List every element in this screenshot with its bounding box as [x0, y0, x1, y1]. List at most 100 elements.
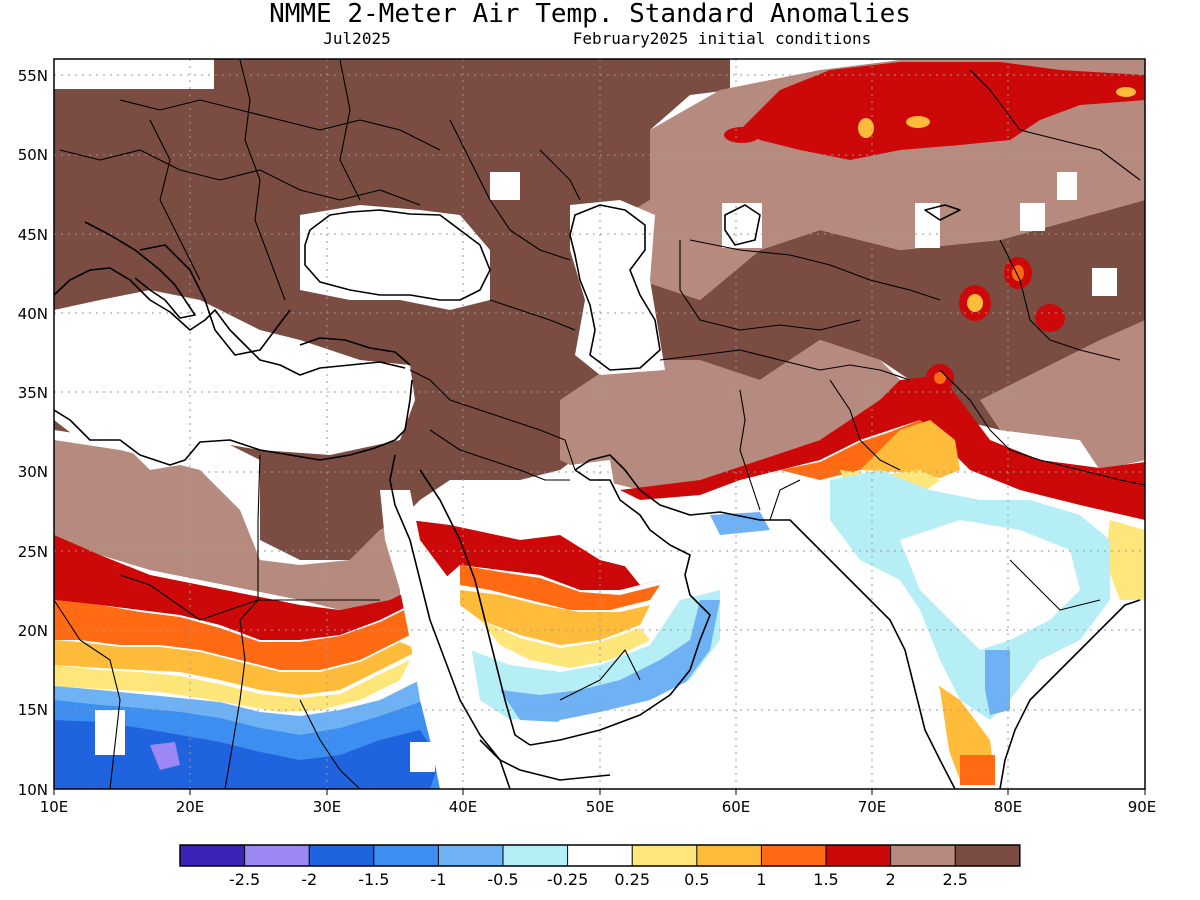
colorbar-label: 0.5: [684, 870, 709, 889]
anomaly-hotspot-orange-2: [934, 372, 946, 384]
colorbar-swatch: [890, 845, 956, 866]
init-conditions-label: February2025 initial conditions: [573, 29, 872, 48]
colorbar-swatch: [503, 845, 568, 866]
coastline-arabia-south: [529, 469, 711, 746]
border-5: [149, 119, 201, 281]
masked-box-5: [1092, 268, 1117, 296]
border-9: [409, 369, 576, 471]
masked-box-3: [915, 203, 940, 248]
lat-tick-label: 50N: [18, 146, 48, 164]
border-4: [339, 59, 361, 201]
anomaly-region-red-himalaya: [620, 375, 1145, 520]
coastline-red-sea-east: [419, 469, 531, 746]
colorbar-swatch: [826, 845, 891, 866]
tick-marks: [53, 789, 1146, 795]
lon-tick-label: 50E: [586, 798, 615, 816]
lat-tick-label: 45N: [18, 226, 48, 244]
border-14: [739, 389, 761, 511]
colorbar-swatch: [309, 845, 374, 866]
country-borders: [54, 59, 1145, 789]
border-13: [679, 240, 861, 331]
border-19: [224, 454, 261, 789]
coastline-north-africa: [54, 379, 413, 466]
anomaly-hotspot-amber-4: [967, 294, 983, 312]
border-12: [689, 239, 941, 301]
border-24: [769, 479, 801, 521]
border-17: [999, 239, 1121, 361]
masked-box-1: [54, 59, 214, 89]
coastline-aral: [724, 204, 761, 246]
border-16: [939, 369, 1145, 486]
anomaly-region-warm-sahara: [54, 440, 400, 610]
anomaly-region-yellow-arabia: [480, 620, 650, 668]
anomaly-hotspot-red-6: [960, 755, 995, 785]
anomaly-region-amber-arabia: [460, 590, 650, 645]
border-3: [239, 59, 286, 301]
masked-box-7: [1020, 203, 1045, 231]
lon-tick-label: 90E: [1128, 798, 1157, 816]
coastline-india-east: [999, 599, 1141, 789]
anomaly-hotspot-amber-1: [858, 118, 874, 138]
anomaly-region-yellow-sahel: [54, 660, 410, 712]
border-8: [489, 299, 576, 331]
colorbar-swatch: [180, 845, 245, 866]
masked-box-2: [490, 172, 520, 200]
lat-tick-label: 30N: [18, 463, 48, 481]
lon-tick-label: 60E: [722, 798, 751, 816]
colorbar-swatch: [373, 845, 439, 866]
arabian-sea-mask: [520, 540, 955, 789]
coastline-caspian: [569, 204, 661, 371]
colorbar-label: -1.5: [358, 870, 389, 889]
colorbar-swatch: [567, 845, 633, 866]
graticule: [54, 59, 1145, 789]
anomaly-region-warm-iran: [560, 340, 900, 490]
colorbar-label: -0.5: [487, 870, 518, 889]
border-21: [54, 599, 121, 789]
lat-tick-label: 55N: [18, 67, 48, 85]
red-sea-mask: [380, 490, 510, 789]
border-7: [539, 149, 581, 201]
colorbar-frame: [179, 844, 1021, 867]
valid-month-label: Jul2025: [323, 29, 390, 48]
lat-tick-labels: 10N 15N 20N 25N 30N 35N 40N 45N 50N 55N: [18, 67, 48, 799]
anomaly-region-warm-east: [980, 320, 1145, 470]
lat-tick-label: 15N: [18, 701, 48, 719]
lat-tick-label: 20N: [18, 622, 48, 640]
anomaly-hotspot-amber-2: [906, 116, 930, 128]
anomaly-region-orange-sahel: [54, 590, 440, 670]
anomaly-region-lightblue-india: [985, 650, 1010, 715]
masked-box-4: [1057, 172, 1077, 200]
coastline-turkey-south: [299, 337, 411, 366]
map-plot: [54, 59, 1145, 789]
map-title: NMME 2-Meter Air Temp. Standard Anomalie…: [269, 0, 911, 29]
masked-areas: [54, 59, 1145, 789]
lat-tick-label: 40N: [18, 305, 48, 323]
border-15: [829, 379, 901, 471]
anomaly-hotspot-red-5: [724, 127, 760, 143]
anomaly-region-deep-blue-sahel: [54, 720, 440, 789]
lat-tick-label: 35N: [18, 384, 48, 402]
bay-of-bengal-mask: [1000, 600, 1145, 789]
coastline-persian-gulf: [574, 454, 956, 789]
anomaly-region-orange-arabia: [460, 565, 660, 610]
border-2: [59, 149, 421, 206]
colorbar-dividers: [244, 845, 956, 866]
colorbar-label: 2: [886, 870, 896, 889]
colorbar-label: -0.25: [547, 870, 588, 889]
coastlines: [54, 204, 1141, 789]
anomaly-region-lightblue-yemen: [500, 600, 720, 722]
colorbar-swatch: [696, 845, 762, 866]
anomaly-region-red-sahel: [54, 520, 670, 640]
colorbar-label: -2: [301, 870, 317, 889]
coastline-black-sea: [304, 209, 491, 301]
border-1: [119, 99, 441, 151]
border-11: [659, 349, 911, 381]
anomaly-region-amber-india: [860, 420, 960, 478]
lat-tick-label: 10N: [18, 781, 48, 799]
border-20: [119, 574, 380, 621]
border-6: [449, 119, 571, 261]
colorbar-label: 1.5: [813, 870, 838, 889]
coastline-europe-south: [54, 267, 406, 376]
anomaly-region-violet-sahel: [150, 742, 180, 770]
